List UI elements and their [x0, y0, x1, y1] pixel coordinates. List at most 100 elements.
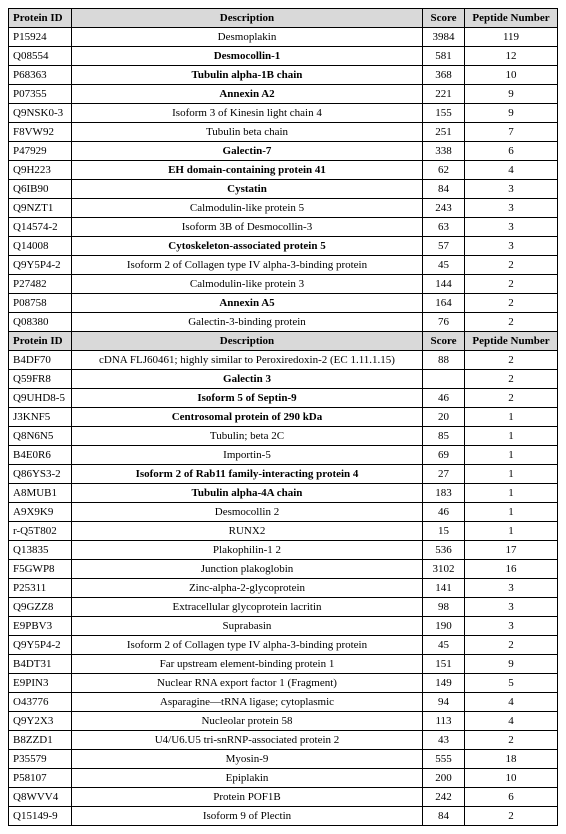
cell-score: 84 — [423, 180, 465, 199]
table-row: J3KNF5Centrosomal protein of 290 kDa201 — [9, 408, 558, 427]
cell-description: Tubulin beta chain — [72, 123, 423, 142]
table-header-2: Protein ID Description Score Peptide Num… — [9, 332, 558, 351]
cell-description: Protein POF1B — [72, 788, 423, 807]
cell-description: U4/U6.U5 tri-snRNP-associated protein 2 — [72, 731, 423, 750]
cell-score: 368 — [423, 66, 465, 85]
cell-protein-id: B8ZZD1 — [9, 731, 72, 750]
cell-protein-id: Q8WVV4 — [9, 788, 72, 807]
table-row: E9PIN3Nuclear RNA export factor 1 (Fragm… — [9, 674, 558, 693]
cell-peptide-number: 2 — [465, 807, 558, 826]
cell-description: Desmocollin 2 — [72, 503, 423, 522]
cell-score: 155 — [423, 104, 465, 123]
cell-protein-id: O43776 — [9, 693, 72, 712]
table-row: Q08380Galectin-3-binding protein762 — [9, 313, 558, 332]
cell-description: Annexin A5 — [72, 294, 423, 313]
cell-protein-id: B4DF70 — [9, 351, 72, 370]
cell-description: Asparagine—tRNA ligase; cytoplasmic — [72, 693, 423, 712]
cell-protein-id: Q9Y5P4-2 — [9, 636, 72, 655]
table-row: Q9Y5P4-2Isoform 2 of Collagen type IV al… — [9, 256, 558, 275]
cell-score: 88 — [423, 351, 465, 370]
cell-description: Galectin 3 — [72, 370, 423, 389]
cell-score: 151 — [423, 655, 465, 674]
table-row: P35579Myosin-955518 — [9, 750, 558, 769]
table-row: P68363Tubulin alpha-1B chain36810 — [9, 66, 558, 85]
cell-description: EH domain-containing protein 41 — [72, 161, 423, 180]
table-row: F8VW92Tubulin beta chain2517 — [9, 123, 558, 142]
cell-description: Nucleolar protein 58 — [72, 712, 423, 731]
header-protein-id: Protein ID — [9, 9, 72, 28]
table-row: Q13835Plakophilin-1 253617 — [9, 541, 558, 560]
cell-peptide-number: 2 — [465, 370, 558, 389]
header-score: Score — [423, 9, 465, 28]
cell-protein-id: Q9GZZ8 — [9, 598, 72, 617]
cell-description: Tubulin alpha-4A chain — [72, 484, 423, 503]
table-row: P58107Epiplakin20010 — [9, 769, 558, 788]
cell-peptide-number: 4 — [465, 693, 558, 712]
cell-protein-id: P68363 — [9, 66, 72, 85]
cell-score: 149 — [423, 674, 465, 693]
cell-score — [423, 370, 465, 389]
header-score: Score — [423, 332, 465, 351]
cell-score: 581 — [423, 47, 465, 66]
cell-protein-id: Q9UHD8-5 — [9, 389, 72, 408]
table-row: Q9Y5P4-2Isoform 2 of Collagen type IV al… — [9, 636, 558, 655]
cell-protein-id: Q86YS3-2 — [9, 465, 72, 484]
cell-peptide-number: 9 — [465, 85, 558, 104]
cell-protein-id: Q9NZT1 — [9, 199, 72, 218]
table-body-1: P15924Desmoplakin3984119Q08554Desmocolli… — [9, 28, 558, 332]
table-row: Q9GZZ8Extracellular glycoprotein lacriti… — [9, 598, 558, 617]
cell-description: Desmoplakin — [72, 28, 423, 47]
cell-peptide-number: 1 — [465, 522, 558, 541]
cell-score: 45 — [423, 256, 465, 275]
cell-peptide-number: 7 — [465, 123, 558, 142]
cell-peptide-number: 10 — [465, 66, 558, 85]
cell-score: 45 — [423, 636, 465, 655]
cell-protein-id: P47929 — [9, 142, 72, 161]
cell-score: 190 — [423, 617, 465, 636]
cell-peptide-number: 3 — [465, 598, 558, 617]
table-body-2: B4DF70cDNA FLJ60461; highly similar to P… — [9, 351, 558, 826]
table-row: E9PBV3Suprabasin1903 — [9, 617, 558, 636]
cell-protein-id: P08758 — [9, 294, 72, 313]
cell-peptide-number: 1 — [465, 446, 558, 465]
cell-protein-id: Q08554 — [9, 47, 72, 66]
cell-score: 63 — [423, 218, 465, 237]
cell-score: 94 — [423, 693, 465, 712]
cell-score: 98 — [423, 598, 465, 617]
cell-peptide-number: 3 — [465, 218, 558, 237]
cell-peptide-number: 3 — [465, 579, 558, 598]
table-row: Q9NZT1Calmodulin-like protein 52433 — [9, 199, 558, 218]
cell-peptide-number: 4 — [465, 712, 558, 731]
cell-peptide-number: 1 — [465, 408, 558, 427]
cell-protein-id: A9X9K9 — [9, 503, 72, 522]
cell-description: RUNX2 — [72, 522, 423, 541]
cell-description: Far upstream element-binding protein 1 — [72, 655, 423, 674]
cell-score: 536 — [423, 541, 465, 560]
cell-score: 183 — [423, 484, 465, 503]
cell-protein-id: F5GWP8 — [9, 560, 72, 579]
cell-peptide-number: 3 — [465, 180, 558, 199]
table-row: P08758Annexin A51642 — [9, 294, 558, 313]
table-header-1: Protein ID Description Score Peptide Num… — [9, 9, 558, 28]
cell-peptide-number: 1 — [465, 465, 558, 484]
cell-protein-id: B4E0R6 — [9, 446, 72, 465]
table-row: P25311Zinc-alpha-2-glycoprotein1413 — [9, 579, 558, 598]
cell-score: 15 — [423, 522, 465, 541]
cell-score: 3984 — [423, 28, 465, 47]
cell-description: Epiplakin — [72, 769, 423, 788]
cell-score: 84 — [423, 807, 465, 826]
cell-description: Isoform 5 of Septin-9 — [72, 389, 423, 408]
table-row: Q14574-2Isoform 3B of Desmocollin-3633 — [9, 218, 558, 237]
cell-description: Suprabasin — [72, 617, 423, 636]
cell-protein-id: Q9Y2X3 — [9, 712, 72, 731]
cell-peptide-number: 5 — [465, 674, 558, 693]
cell-peptide-number: 3 — [465, 617, 558, 636]
cell-score: 164 — [423, 294, 465, 313]
table-row: Q9NSK0-3Isoform 3 of Kinesin light chain… — [9, 104, 558, 123]
table-row: F5GWP8Junction plakoglobin310216 — [9, 560, 558, 579]
table-row: Q9H223EH domain-containing protein 41624 — [9, 161, 558, 180]
cell-score: 242 — [423, 788, 465, 807]
protein-table: Protein ID Description Score Peptide Num… — [8, 8, 558, 826]
cell-peptide-number: 18 — [465, 750, 558, 769]
table-row: Q6IB90Cystatin843 — [9, 180, 558, 199]
